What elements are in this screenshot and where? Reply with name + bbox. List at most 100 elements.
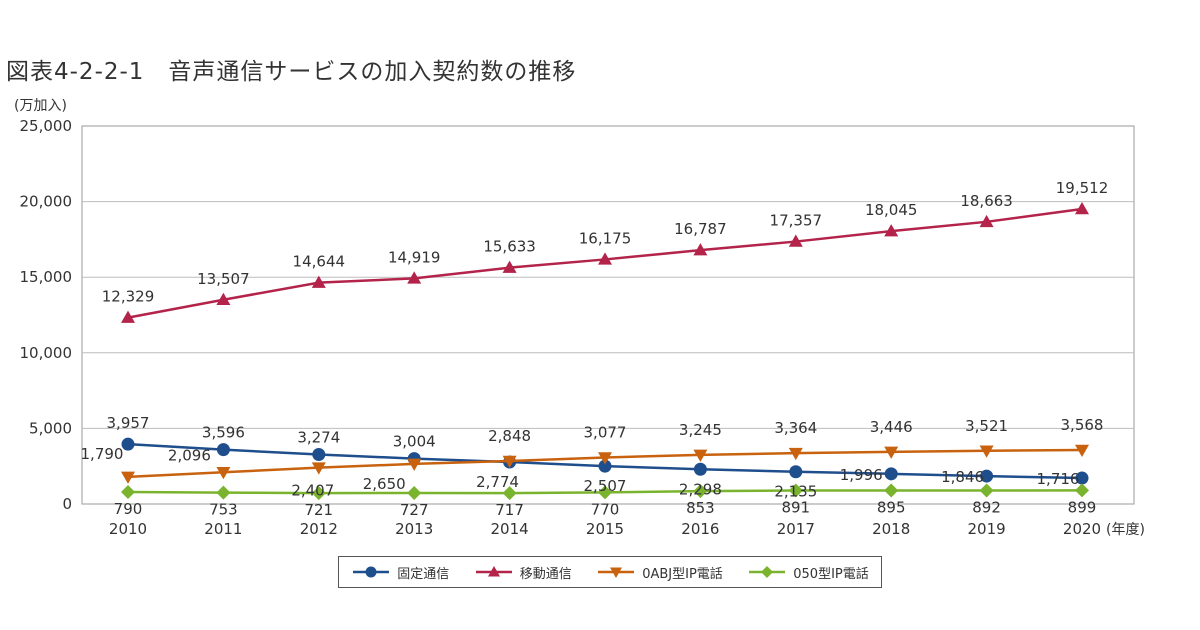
data-point (979, 214, 994, 228)
data-label: 14,919 (388, 248, 441, 266)
data-point (407, 271, 422, 284)
data-label: 717 (495, 501, 524, 519)
x-tick-label: 2018 (872, 520, 910, 538)
data-label: 2,774 (476, 473, 519, 491)
data-point (121, 310, 135, 323)
data-label: 12,329 (102, 288, 155, 306)
data-point (311, 462, 326, 475)
x-tick-label: 2019 (968, 520, 1006, 538)
data-label: 2,848 (488, 427, 531, 445)
data-point (121, 471, 135, 484)
data-label: 3,568 (1061, 416, 1104, 434)
x-tick-label: 2012 (300, 520, 338, 538)
legend-label: 移動通信 (519, 566, 572, 582)
data-label: 14,644 (293, 253, 346, 271)
data-point (407, 458, 422, 471)
data-point (693, 449, 708, 462)
x-tick-label: 2016 (681, 520, 719, 538)
data-label: 2,135 (774, 483, 817, 501)
data-label: 1,790 (81, 445, 124, 463)
data-label: 1,716 (1037, 470, 1080, 488)
data-label: 1,846 (941, 468, 984, 486)
data-label: 3,596 (202, 424, 245, 442)
legend-swatch (475, 566, 512, 577)
y-tick-label: 15,000 (20, 268, 73, 286)
data-point (1075, 483, 1089, 498)
data-point (788, 447, 803, 461)
legend-item: 固定通信 (351, 563, 449, 582)
data-point (693, 243, 708, 256)
data-point (1075, 471, 1089, 485)
x-tick-label: 2013 (395, 520, 433, 538)
y-tick-label: 20,000 (20, 193, 73, 211)
data-point (884, 224, 899, 237)
y-tick-label: 25,000 (20, 117, 73, 135)
legend-marker (761, 566, 774, 578)
data-point (598, 252, 612, 265)
data-label-layer: 3,957 3,596 3,274 3,004 2,774 2,507 2,298 2,135… (81, 179, 1109, 519)
legend-marker (487, 566, 500, 577)
data-point (598, 485, 612, 500)
data-point (1075, 444, 1089, 458)
legend-marker (365, 566, 377, 578)
series-layer (121, 201, 1089, 501)
legend-marker (610, 567, 623, 578)
y-tick-label: 10,000 (20, 344, 73, 362)
legend-swatch (598, 567, 635, 578)
legend-item: 移動通信 (474, 563, 572, 582)
data-label: 2,298 (679, 480, 722, 498)
data-point (311, 486, 326, 501)
legend: 固定通信 移動通信 0ABJ型IP電話 050型IP電話 (338, 556, 882, 588)
data-label: 17,357 (770, 212, 823, 230)
data-label: 790 (114, 500, 143, 518)
data-point (788, 234, 803, 247)
legend-item: 0ABJ型IP電話 (596, 563, 723, 582)
data-label: 892 (972, 499, 1001, 517)
legend-label: 固定通信 (397, 566, 450, 582)
data-point (216, 467, 231, 480)
x-tick-label: 2017 (777, 520, 815, 538)
x-tick-label: 2020 (1063, 520, 1101, 538)
data-label: 3,957 (107, 414, 150, 432)
plot-frame (81, 125, 1135, 505)
data-label: 1,996 (840, 466, 883, 484)
data-point (502, 260, 517, 273)
x-tick-label: 2011 (204, 520, 242, 538)
data-label: 895 (877, 498, 906, 516)
data-label: 18,663 (960, 192, 1013, 210)
series-3 (121, 444, 1089, 484)
data-point (1075, 201, 1089, 215)
data-label: 891 (781, 499, 810, 517)
data-point (312, 447, 326, 461)
y-unit-label: (万加入) (14, 98, 67, 114)
data-label: 853 (686, 499, 715, 517)
data-point (407, 486, 422, 501)
series-4 (121, 483, 1089, 501)
chart-title: 図表4-2-2-1 音声通信サービスの加入契約数の推移 (6, 59, 577, 85)
data-label: 3,274 (297, 428, 340, 446)
data-point (311, 275, 326, 288)
data-point (693, 484, 708, 499)
x-unit-label: (年度) (1106, 522, 1145, 538)
data-point (693, 462, 707, 476)
data-point (789, 465, 803, 479)
data-point (502, 486, 517, 501)
data-point (884, 446, 899, 459)
data-label: 721 (304, 501, 333, 519)
data-label: 2,407 (291, 482, 334, 500)
legend-swatch (749, 566, 786, 578)
data-label: 15,633 (483, 238, 536, 256)
legend-swatch (353, 566, 390, 578)
data-point (216, 443, 230, 457)
legend-item: 050型IP電話 (747, 563, 869, 582)
data-label: 3,245 (679, 421, 722, 439)
data-label: 16,175 (579, 229, 632, 247)
data-point (598, 459, 612, 473)
x-tick-label: 2010 (109, 520, 147, 538)
data-label: 2,096 (168, 446, 211, 464)
data-point (216, 292, 231, 306)
y-tick-label: 5,000 (29, 419, 72, 437)
data-label: 3,446 (870, 418, 913, 436)
data-label: 2,650 (363, 475, 406, 493)
